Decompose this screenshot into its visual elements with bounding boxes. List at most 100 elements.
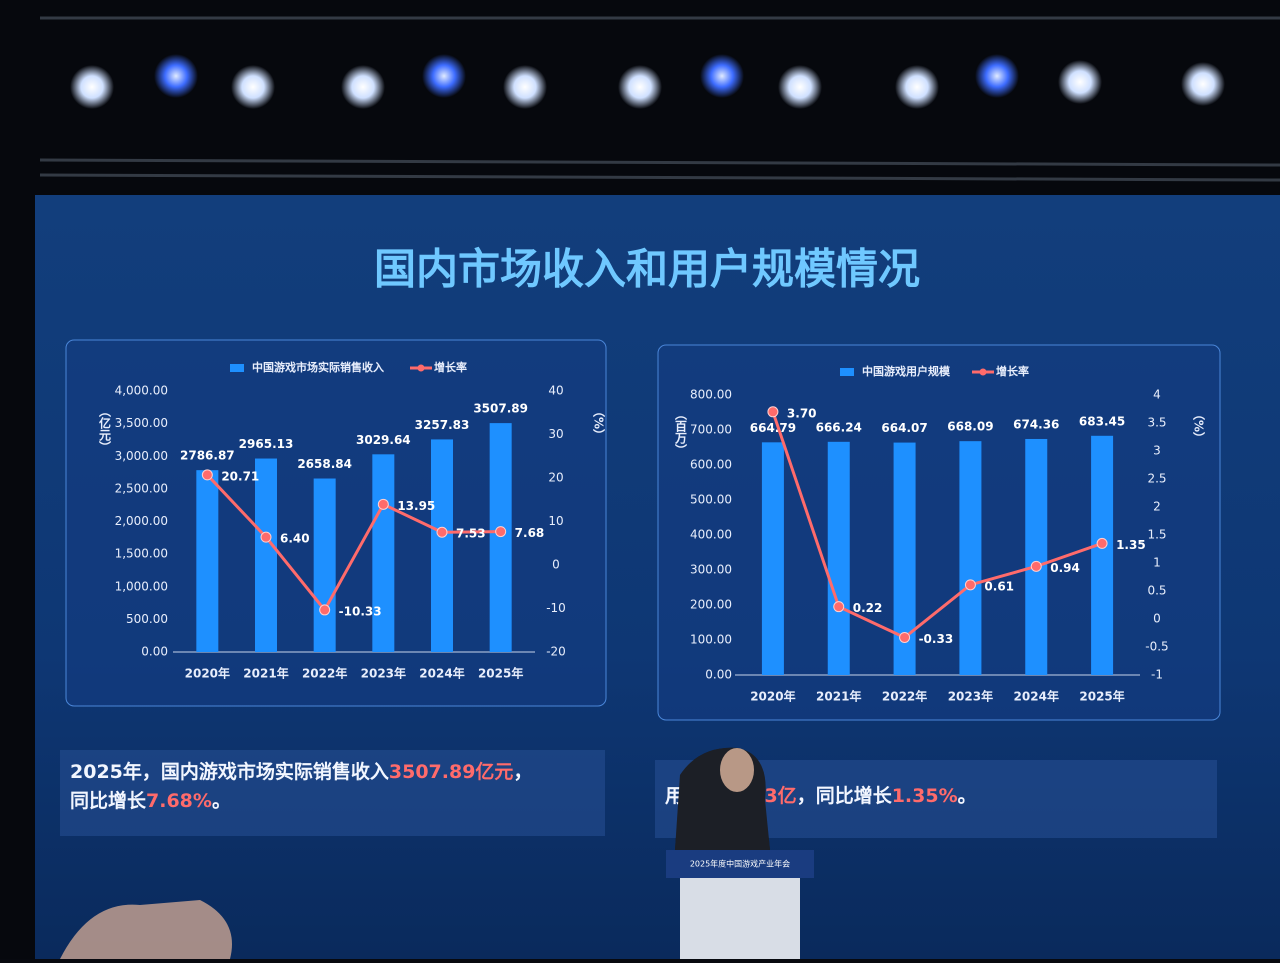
- summary-highlight: 1.35%: [891, 785, 958, 807]
- y2-tick-label: 2: [1153, 500, 1161, 514]
- y2-tick-label: -20: [546, 645, 566, 659]
- slide-title: 国内市场收入和用户规模情况: [374, 245, 920, 294]
- line-point: [495, 526, 507, 538]
- stage-lights: [70, 54, 1225, 109]
- line-value-label: -0.33: [919, 632, 954, 646]
- legend-swatch: [230, 364, 244, 372]
- y-tick-label: 500.00: [690, 493, 732, 507]
- line-value-label: 6.40: [280, 532, 310, 546]
- y-tick-label: 1,000.00: [115, 579, 168, 593]
- line-point: [1096, 537, 1108, 549]
- podium-label: 2025年度中国游戏产业年会: [690, 859, 790, 869]
- line-point: [260, 531, 272, 543]
- line-value-label: 1.35: [1116, 538, 1146, 552]
- x-tick-label: 2021年: [816, 689, 861, 704]
- legend-swatch: [417, 364, 425, 372]
- bar: [959, 441, 982, 675]
- hands: [60, 900, 232, 959]
- bar: [761, 442, 784, 675]
- bar: [431, 439, 453, 652]
- bar: [255, 458, 277, 652]
- y2-tick-label: 0: [552, 558, 560, 572]
- y2-tick-label: 2.5: [1147, 472, 1166, 486]
- bar-value-label: 2658.84: [297, 457, 352, 471]
- y-axis-label: （亿元）: [98, 405, 112, 453]
- legend-label: 增长率: [434, 360, 467, 374]
- legend-label: 中国游戏市场实际销售收入: [252, 360, 384, 374]
- summary-text: ，同比增长: [796, 785, 892, 807]
- line-value-label: 0.94: [1050, 561, 1080, 575]
- y2-tick-label: 3.5: [1147, 416, 1166, 430]
- bar-value-label: 3257.83: [415, 418, 470, 432]
- y2-tick-label: 20: [548, 471, 563, 485]
- x-tick-label: 2025年: [1079, 689, 1124, 704]
- bar: [1091, 435, 1114, 675]
- y-tick-label: 500.00: [126, 612, 168, 626]
- line-point: [1030, 560, 1042, 572]
- y-tick-label: 2,000.00: [115, 514, 168, 528]
- line: [771, 411, 1103, 640]
- y-axis-label: （百万）: [674, 408, 688, 456]
- legend-swatch: [840, 368, 854, 376]
- y-tick-label: 400.00: [690, 528, 732, 542]
- summary-box: 2025年，国内游戏市场实际销售收入3507.89亿元， 同比增长7.68%。: [60, 750, 605, 836]
- y2-tick-label: 30: [548, 427, 563, 441]
- y-tick-label: 3,500.00: [115, 416, 168, 430]
- bar: [893, 442, 916, 675]
- summary-text: ，: [513, 761, 533, 783]
- line-point: [964, 579, 976, 591]
- x-tick-label: 2020年: [185, 666, 230, 681]
- x-tick-label: 2022年: [302, 666, 347, 681]
- x-tick-label: 2020年: [750, 689, 795, 704]
- x-tick-label: 2023年: [361, 666, 406, 681]
- x-tick-label: 2023年: [948, 689, 993, 704]
- y2-tick-label: 10: [548, 514, 563, 528]
- y2-tick-label: 4: [1153, 388, 1161, 402]
- y-tick-label: 800.00: [690, 388, 732, 402]
- line: [206, 473, 501, 613]
- line-point: [201, 469, 213, 481]
- y2-tick-label: 1.5: [1147, 528, 1166, 542]
- bar-value-label: 664.07: [881, 421, 927, 435]
- bar: [489, 423, 512, 652]
- line-value-label: 0.22: [853, 601, 883, 615]
- bar-value-label: 668.09: [947, 420, 993, 434]
- x-tick-label: 2024年: [1014, 689, 1059, 704]
- podium-banner: [666, 850, 814, 878]
- bar-value-label: 683.45: [1079, 414, 1125, 428]
- y-tick-label: 0.00: [141, 645, 168, 659]
- summary-highlight: 7.68%: [146, 790, 212, 812]
- chart-panel: [657, 344, 1221, 721]
- bar: [1025, 438, 1048, 675]
- line-value-label: 7.53: [456, 527, 486, 541]
- line-value-label: 0.61: [984, 579, 1014, 593]
- line-point: [899, 631, 911, 643]
- x-tick-label: 2022年: [882, 689, 927, 704]
- bar-value-label: 674.36: [1013, 417, 1059, 431]
- line-value-label: 13.95: [397, 499, 435, 513]
- speaker-overlay: [675, 747, 770, 850]
- line-point: [377, 498, 389, 510]
- summary-text: 2025年，国内游戏市场实际销售收入: [70, 761, 389, 783]
- y-tick-label: 1,500.00: [115, 547, 168, 561]
- legend-label: 中国游戏用户规模: [862, 364, 951, 378]
- y2-tick-label: 40: [548, 384, 563, 398]
- y2-axis-label: （%）: [1192, 408, 1206, 444]
- line-value-label: 7.68: [515, 526, 545, 540]
- line-value-label: -10.33: [339, 604, 382, 618]
- bar: [372, 454, 395, 652]
- bar: [196, 470, 219, 652]
- y2-tick-label: -1: [1151, 668, 1163, 682]
- bar-value-label: 3507.89: [473, 402, 528, 416]
- y2-tick-label: 0: [1153, 612, 1161, 626]
- bar-value-label: 664.79: [750, 421, 796, 435]
- summary-highlight: 3507.89亿元: [388, 761, 514, 783]
- bar: [313, 478, 336, 652]
- summary-text: 同比增长: [70, 790, 147, 812]
- summary-text: 。: [211, 790, 231, 812]
- bar-value-label: 2965.13: [239, 437, 294, 451]
- y2-axis-label: （%）: [592, 405, 606, 441]
- y2-tick-label: 1: [1153, 556, 1161, 570]
- line-value-label: 3.70: [787, 406, 817, 420]
